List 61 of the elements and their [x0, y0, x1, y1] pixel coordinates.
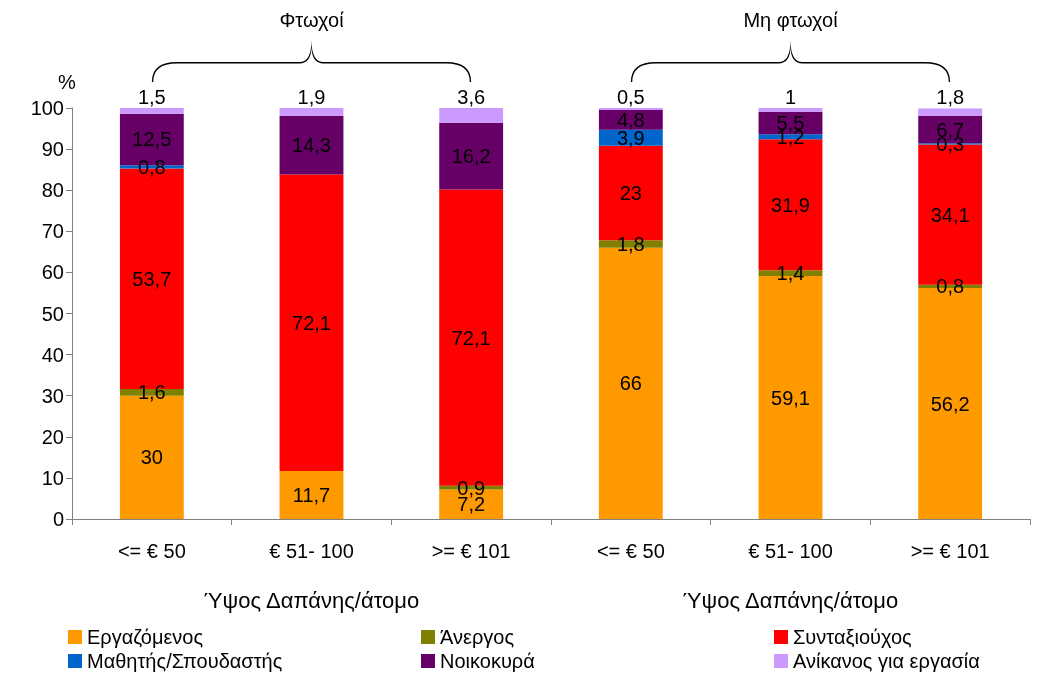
- data-label: 23: [619, 182, 642, 205]
- x-tick-label: € 51- 100: [269, 540, 354, 562]
- legend-label: Συνταξιούχος: [793, 626, 913, 648]
- bar: [279, 108, 344, 116]
- data-label: 1,9: [297, 86, 326, 108]
- data-label: 66: [619, 372, 642, 395]
- text: Μη φτωχοί: [743, 9, 839, 31]
- y-tick-label: 70: [41, 220, 64, 243]
- bar: [279, 115, 344, 175]
- data-label: 56,2: [930, 392, 970, 415]
- data-label: 53,7: [132, 267, 172, 290]
- y-tick-label: 90: [41, 138, 64, 161]
- text: Ύψος Δαπάνης/άτομο: [682, 587, 899, 613]
- data-label: 3,6: [457, 86, 486, 108]
- data-label: 0,5: [616, 86, 645, 108]
- y-tick-label: 80: [41, 179, 64, 202]
- bar: [598, 108, 663, 111]
- y-tick-label: 40: [41, 343, 64, 366]
- data-label: 1,5: [137, 86, 166, 108]
- data-label: 16,2: [451, 145, 491, 168]
- bar: [439, 122, 504, 190]
- data-label: 72,1: [292, 311, 331, 334]
- legend-label: Μαθητής/Σπουδαστής: [87, 650, 283, 672]
- data-label: 12,5: [132, 128, 172, 151]
- data-label: 34,1: [930, 203, 970, 226]
- x-tick-label: >= € 101: [910, 540, 990, 562]
- y-tick-label: 30: [41, 384, 64, 407]
- x-tick-label: >= € 101: [431, 540, 511, 562]
- data-label: 72,1: [451, 326, 491, 349]
- bar: [279, 470, 344, 519]
- data-label: 14,3: [292, 134, 331, 157]
- y-tick-label: 60: [41, 261, 64, 284]
- legend-label: Εργαζόμενος: [87, 626, 204, 648]
- bar: [439, 108, 504, 123]
- data-label: 30: [140, 446, 163, 469]
- x-tick-label: € 51- 100: [748, 540, 833, 562]
- legend-label: Νοικοκυρά: [440, 650, 535, 672]
- data-label: 1,8: [936, 86, 965, 109]
- data-label: 11,7: [292, 483, 331, 506]
- x-axis-title: Ύψος Δαπάνης/άτομο: [203, 587, 420, 613]
- legend-label: Άνεργος: [440, 626, 515, 648]
- y-tick-label: 50: [41, 302, 64, 325]
- x-tick-label: <= € 50: [117, 540, 186, 562]
- y-tick-label: 0: [52, 508, 64, 530]
- y-tick-label: 10: [41, 466, 64, 489]
- data-label: 59,1: [771, 386, 810, 409]
- y-axis-title: %: [58, 71, 76, 93]
- data-label: 0,8: [936, 275, 965, 298]
- bar: [918, 108, 983, 116]
- data-label: 4,8: [616, 108, 645, 131]
- x-tick-label: <= € 50: [596, 540, 665, 562]
- text: Φτωχοί: [279, 9, 345, 31]
- y-tick-label: 100: [30, 97, 64, 119]
- y-tick-label: 20: [41, 425, 64, 448]
- data-label: 0,8: [137, 155, 166, 178]
- data-label: 1: [784, 86, 797, 108]
- bar: [119, 108, 184, 114]
- data-label: 31,9: [771, 193, 810, 216]
- bar: [279, 174, 344, 471]
- bar: [758, 108, 823, 112]
- legend-label: Ανίκανος για εργασία: [793, 650, 980, 672]
